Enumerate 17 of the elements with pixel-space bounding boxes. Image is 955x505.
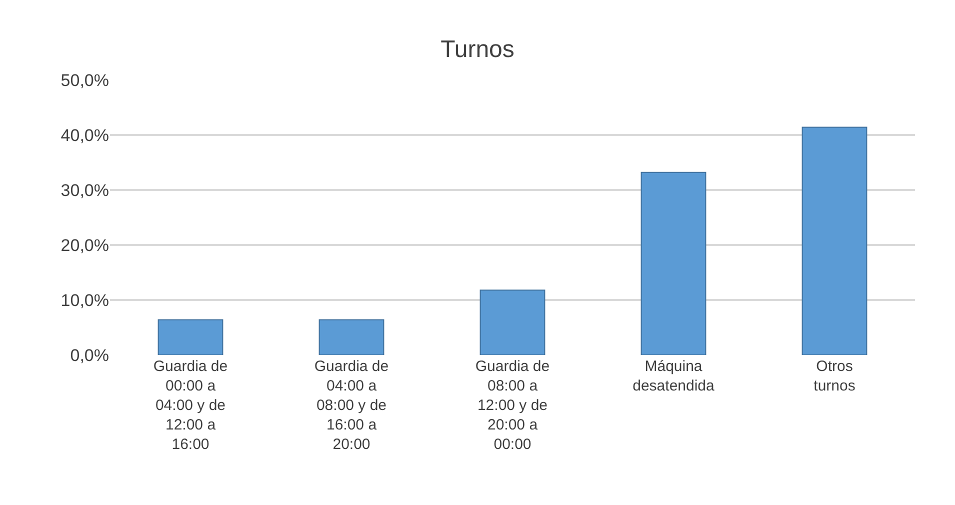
x-tick-label: Guardia de 08:00 a 12:00 y de 20:00 a 00:00	[475, 358, 550, 453]
bar	[318, 319, 384, 355]
bar	[158, 319, 224, 355]
bar	[480, 290, 546, 355]
y-tick-label: 10,0%	[60, 290, 109, 310]
x-tick-label: Otros turnos	[814, 358, 856, 394]
y-tick-label: 30,0%	[60, 180, 109, 200]
y-tick-label: 20,0%	[60, 236, 109, 255]
x-tick-label: Guardia de 00:00 a 04:00 y de 12:00 a 16:00	[153, 358, 228, 453]
bar	[640, 172, 706, 355]
y-tick-label: 40,0%	[60, 126, 109, 145]
x-tick-label: Máquina desatendida	[632, 358, 716, 394]
y-tick-label: 0,0%	[70, 346, 109, 365]
bar	[802, 126, 868, 355]
y-tick-label: 50,0%	[60, 70, 109, 90]
chart-title: Turnos	[440, 36, 514, 64]
x-tick-label: Guardia de 04:00 a 08:00 y de 16:00 a 20:00	[314, 358, 389, 453]
